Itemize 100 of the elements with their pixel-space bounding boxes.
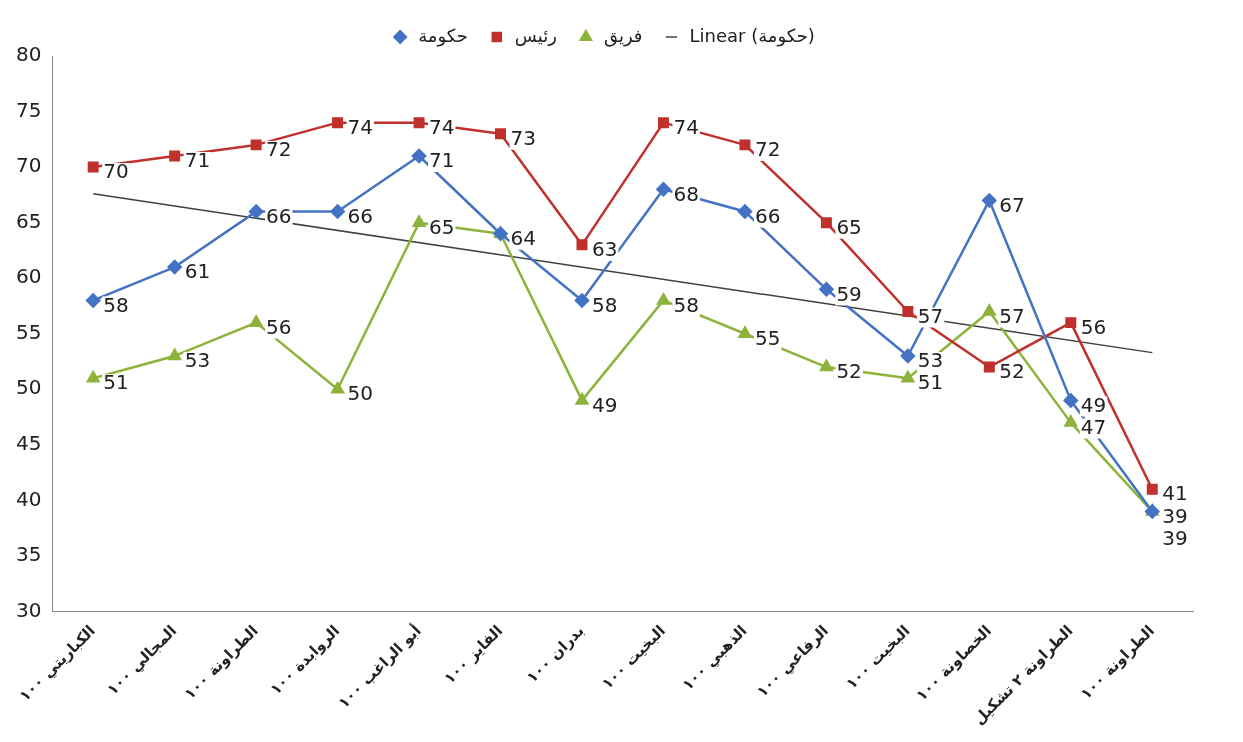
- data-label: 71: [184, 148, 211, 173]
- point: [168, 348, 182, 361]
- point: [982, 304, 996, 316]
- point: [332, 117, 344, 129]
- y-tick-label: 40: [16, 486, 42, 511]
- x-tick-label: البخيت ١٠٠: [598, 621, 670, 693]
- y-tick-label: 60: [16, 264, 42, 289]
- point: [902, 306, 914, 318]
- data-label: 71: [429, 148, 455, 173]
- data-label: 51: [917, 370, 944, 395]
- point: [575, 393, 589, 405]
- point: [901, 370, 915, 383]
- data-label: 66: [266, 203, 292, 228]
- y-tick-label: 50: [16, 375, 42, 400]
- y-tick-label: 80: [16, 42, 42, 67]
- point: [87, 161, 99, 173]
- data-label: 72: [754, 137, 781, 162]
- point: [86, 370, 100, 383]
- data-label: 66: [754, 203, 781, 228]
- point: [819, 359, 833, 372]
- data-label: 55: [754, 325, 781, 350]
- point: [900, 348, 916, 364]
- data-label: 74: [673, 114, 699, 139]
- point: [576, 239, 588, 251]
- legend-label: فريق: [603, 24, 643, 47]
- point: [737, 204, 753, 219]
- point: [413, 117, 425, 129]
- data-label: 51: [103, 370, 129, 395]
- data-label: 49: [1080, 392, 1107, 417]
- point: [167, 259, 182, 275]
- x-tick-label: البخيت ١٠٠: [842, 621, 914, 693]
- legend-label: Linear (حكومة): [689, 24, 815, 47]
- x-tick-label: الرفاعي ١٠٠: [753, 621, 832, 701]
- x-tick-label: الطراونة ١٠٠: [1076, 621, 1158, 703]
- point: [1065, 317, 1077, 329]
- data-label: 72: [266, 137, 292, 162]
- data-label: 58: [673, 292, 699, 317]
- point: [169, 150, 181, 162]
- point: [982, 193, 997, 208]
- data-label: 65: [429, 214, 455, 239]
- x-tick-label: المجالي ١٠٠: [103, 621, 181, 699]
- y-tick-label: 35: [16, 542, 42, 567]
- data-label: 50: [347, 381, 374, 406]
- data-label: 64: [510, 225, 536, 250]
- point: [1064, 415, 1078, 427]
- point: [330, 204, 345, 219]
- data-label: 67: [999, 192, 1025, 217]
- data-label: 57: [999, 303, 1025, 328]
- y-tick-label: 55: [16, 319, 42, 344]
- point: [250, 139, 262, 151]
- data-label: 57: [917, 303, 944, 328]
- point: [820, 217, 832, 229]
- data-label: 58: [103, 292, 129, 317]
- legend-label: حكومة: [418, 24, 468, 47]
- data-label: 73: [510, 125, 536, 150]
- x-tick-label: الفايز ١٠٠: [440, 621, 507, 688]
- data-label: 68: [673, 181, 699, 206]
- data-label: 39: [1162, 503, 1188, 528]
- y-tick-label: 30: [16, 597, 42, 622]
- data-label: 70: [103, 159, 129, 184]
- data-label: 53: [184, 348, 211, 373]
- point: [657, 117, 669, 129]
- x-tick-label: الطراونة ١٠٠: [180, 621, 262, 703]
- y-tick-label: 70: [16, 153, 42, 178]
- point: [412, 215, 426, 227]
- data-label: 52: [999, 359, 1025, 384]
- data-label: 53: [917, 348, 944, 373]
- point: [1063, 393, 1079, 408]
- data-label: 61: [184, 259, 211, 284]
- point: [983, 361, 995, 373]
- data-label: 66: [347, 203, 374, 228]
- point: [657, 293, 670, 305]
- data-label: 65: [836, 214, 862, 239]
- point: [331, 382, 345, 394]
- point: [574, 293, 590, 308]
- point: [495, 128, 507, 140]
- data-label: 41: [1162, 481, 1188, 506]
- y-tick-label: 75: [16, 97, 42, 122]
- point: [1146, 483, 1158, 495]
- data-label: 74: [429, 114, 455, 139]
- data-label: 49: [591, 392, 618, 417]
- point: [248, 204, 264, 219]
- data-label: 39: [1162, 525, 1188, 550]
- data-label: 47: [1080, 414, 1107, 439]
- x-tick-label: الروابدة ١٠٠: [266, 621, 344, 699]
- data-label: 59: [836, 281, 862, 306]
- point: [411, 148, 427, 164]
- data-label: 52: [836, 359, 862, 384]
- y-tick-label: 65: [16, 208, 42, 233]
- y-tick-label: 45: [16, 431, 42, 456]
- data-label: 56: [1080, 314, 1107, 339]
- data-label: 58: [591, 292, 618, 317]
- data-label: 74: [347, 114, 374, 139]
- x-tick-label: بدران ١٠٠: [522, 621, 588, 687]
- x-tick-label: الكباريتي ١٠٠: [15, 621, 99, 705]
- data-label: 63: [591, 237, 618, 262]
- point: [739, 139, 751, 151]
- x-tick-label: الذهبي ١٠٠: [678, 621, 751, 694]
- legend-label: رئيس: [514, 24, 557, 46]
- point: [249, 315, 263, 327]
